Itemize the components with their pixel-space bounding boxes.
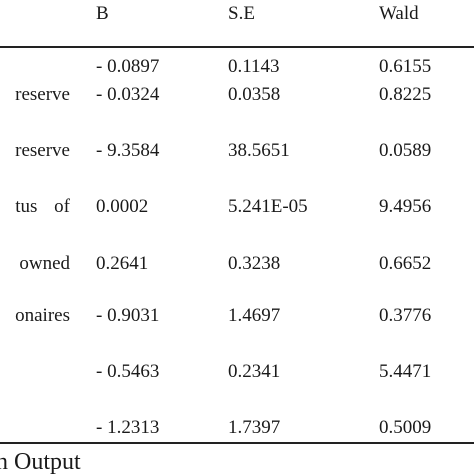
- cell-wald: 0.0589: [379, 140, 432, 161]
- header-se: S.E: [228, 3, 255, 24]
- cell-wald: 0.6652: [379, 253, 432, 274]
- cell-se: 1.7397: [228, 417, 281, 438]
- row-label: reserve: [15, 140, 70, 161]
- cell-wald: 0.6155: [379, 56, 432, 77]
- row-label: reserve: [15, 84, 70, 105]
- row-label: owned: [19, 253, 70, 274]
- cell-se: 0.1143: [228, 56, 280, 77]
- cell-b: - 0.0324: [96, 84, 160, 105]
- cell-wald: 9.4956: [379, 196, 432, 217]
- cell-se: 5.241E-05: [228, 196, 308, 217]
- cell-b: - 1.2313: [96, 417, 160, 438]
- cell-se: 0.2341: [228, 361, 281, 382]
- row-label: tus of: [15, 196, 70, 217]
- cell-se: 0.0358: [228, 84, 281, 105]
- header-b: B: [96, 3, 109, 24]
- cell-se: 0.3238: [228, 253, 281, 274]
- cell-b: 0.2641: [96, 253, 149, 274]
- cell-wald: 5.4471: [379, 361, 432, 382]
- cell-b: - 9.3584: [96, 140, 160, 161]
- cell-b: - 0.0897: [96, 56, 160, 77]
- cell-se: 1.4697: [228, 305, 281, 326]
- header-wald: Wald: [379, 3, 419, 24]
- cell-wald: 0.5009: [379, 417, 432, 438]
- cell-wald: 0.3776: [379, 305, 432, 326]
- cell-b: - 0.5463: [96, 361, 160, 382]
- header-rule: [0, 46, 474, 48]
- cell-b: - 0.9031: [96, 305, 160, 326]
- bottom-rule: [0, 442, 474, 444]
- cell-b: 0.0002: [96, 196, 149, 217]
- cell-se: 38.5651: [228, 140, 290, 161]
- table-caption: n Output: [0, 449, 81, 475]
- row-label: onaires: [15, 305, 70, 326]
- cell-wald: 0.8225: [379, 84, 432, 105]
